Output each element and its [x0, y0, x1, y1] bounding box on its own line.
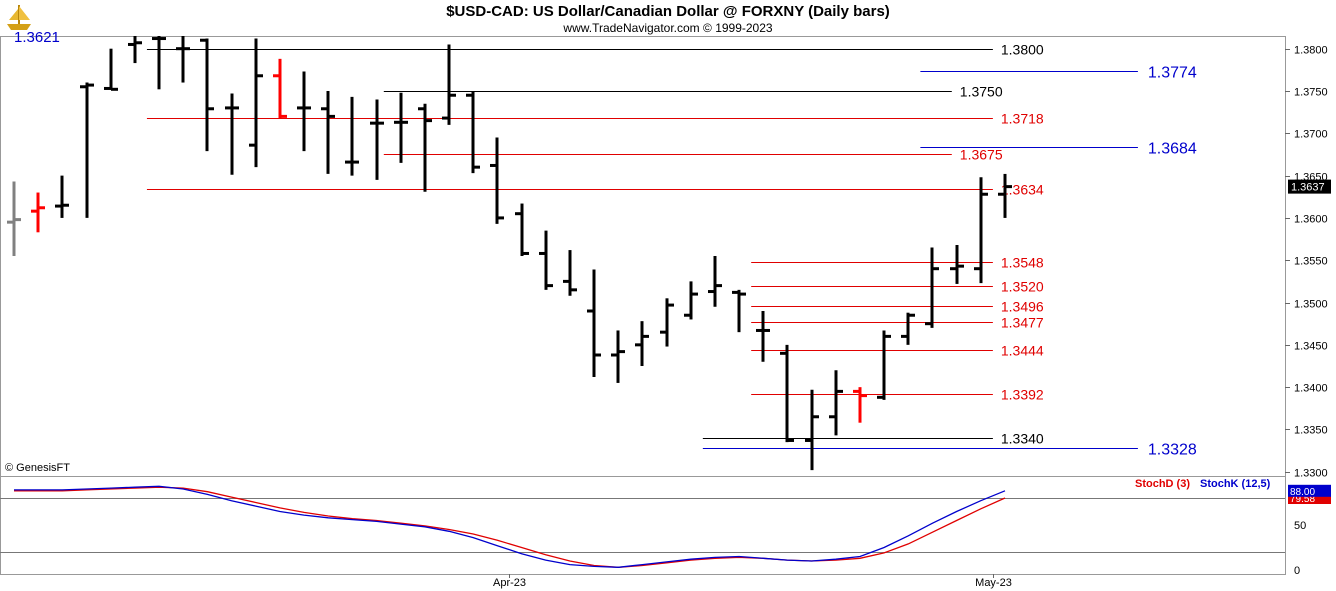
ohlc-bar-25 [611, 330, 625, 383]
ohlc-bar-13 [321, 91, 335, 174]
price-tick-label-9: 1.3350 [1294, 425, 1328, 437]
ohlc-bar-17 [418, 103, 432, 192]
ohlc-bar-12 [297, 71, 311, 152]
price-tick-label-2: 1.3700 [1294, 129, 1328, 141]
last-price-badge [1288, 179, 1331, 194]
ohlc-bar-14 [345, 96, 359, 176]
osc-legend-0: StochD (3) [1135, 478, 1190, 490]
price-tick-label-1: 1.3750 [1294, 87, 1328, 99]
price-tick-label-10: 1.3300 [1294, 468, 1328, 480]
osc-series-line-0 [14, 486, 1006, 568]
ohlc-bar-10 [249, 38, 263, 168]
ohlc-bar-38 [925, 247, 939, 328]
ohlc-bar-15 [370, 99, 384, 180]
ohlc-bar-30 [732, 289, 746, 333]
ohlc-bar-35 [853, 387, 867, 423]
level-label-6: 1.3634 [1001, 182, 1044, 198]
ohlc-bar-5 [128, 36, 142, 64]
chart-title: $USD-CAD: US Dollar/Canadian Dollar @ FO… [446, 3, 890, 20]
level-label-10: 1.3477 [1001, 315, 1044, 331]
ohlc-bar-21 [515, 203, 529, 256]
osc-series-line-1 [14, 485, 1006, 568]
ohlc-bar-33 [805, 389, 819, 471]
ohlc-bar-0 [7, 181, 21, 256]
corner-price-label: 1.3621 [14, 29, 60, 46]
level-label-0: 1.3800 [1001, 42, 1044, 58]
ohlc-bar-6 [152, 36, 166, 90]
ohlc-bar-3 [80, 82, 94, 218]
trade-navigator-ship-icon [7, 5, 31, 30]
level-label-11: 1.3444 [1001, 343, 1044, 359]
level-label-5: 1.3675 [960, 147, 1003, 163]
price-tick-label-4: 1.3600 [1294, 214, 1328, 226]
ohlc-bar-23 [563, 250, 577, 296]
ohlc-bar-16 [394, 92, 408, 163]
level-label-7: 1.3548 [1001, 255, 1044, 271]
ohlc-bar-41 [998, 173, 1012, 218]
ohlc-bar-22 [539, 230, 553, 290]
ohlc-bar-37 [901, 312, 915, 345]
ohlc-bar-32 [780, 344, 794, 443]
chart-subtitle: www.TradeNavigator.com © 1999-2023 [563, 21, 773, 35]
price-tick-label-5: 1.3550 [1294, 256, 1328, 268]
ohlc-bar-27 [660, 298, 674, 347]
ohlc-bar-34 [829, 370, 843, 436]
price-panel-border [0, 36, 1286, 477]
level-label-4: 1.3684 [1148, 141, 1197, 158]
ohlc-bar-8 [200, 38, 214, 152]
ohlc-bar-26 [635, 321, 649, 366]
level-label-13: 1.3340 [1001, 431, 1044, 447]
level-label-12: 1.3392 [1001, 387, 1044, 403]
ohlc-bar-11 [273, 58, 287, 119]
date-tick-label-0: Apr-23 [493, 577, 526, 589]
ohlc-bar-24 [587, 269, 601, 377]
price-tick-label-8: 1.3400 [1294, 383, 1328, 395]
osc-tick-label-1: 0 [1294, 565, 1300, 577]
last-price-label: 1.3637 [1291, 182, 1325, 194]
osc-last-label-1: 88.00 [1290, 487, 1315, 498]
ohlc-bar-39 [950, 245, 964, 284]
level-label-9: 1.3496 [1001, 299, 1044, 315]
level-label-1: 1.3774 [1148, 65, 1197, 82]
level-label-2: 1.3750 [960, 84, 1003, 100]
ohlc-bar-29 [708, 256, 722, 307]
price-tick-label-7: 1.3450 [1294, 341, 1328, 353]
oscillator-panel-border [0, 476, 1286, 575]
ohlc-bar-31 [756, 311, 770, 362]
price-tick-label-6: 1.3500 [1294, 299, 1328, 311]
ohlc-bar-20 [490, 137, 504, 224]
ohlc-bar-40 [974, 177, 988, 284]
chart-header: $USD-CAD: US Dollar/Canadian Dollar @ FO… [0, 0, 1336, 36]
ohlc-bar-7 [176, 36, 190, 83]
osc-last-badge-1 [1288, 484, 1331, 497]
ohlc-bar-1 [31, 192, 45, 233]
ohlc-bar-9 [225, 93, 239, 175]
level-label-14: 1.3328 [1148, 442, 1197, 459]
ohlc-bar-18 [442, 44, 456, 125]
data-credit: © GenesisFT [5, 462, 70, 474]
date-tick-label-1: May-23 [975, 577, 1012, 589]
ohlc-bar-19 [466, 91, 480, 174]
osc-tick-label-0: 50 [1294, 520, 1306, 532]
level-label-3: 1.3718 [1001, 111, 1044, 127]
price-tick-label-0: 1.3800 [1294, 45, 1328, 57]
ohlc-bar-4 [104, 48, 118, 91]
ohlc-bar-2 [55, 175, 69, 218]
ohlc-bar-36 [877, 330, 891, 400]
level-label-8: 1.3520 [1001, 279, 1044, 295]
osc-last-label-0: 79.58 [1290, 494, 1315, 505]
osc-legend-1: StochK (12,5) [1200, 478, 1271, 490]
ohlc-bar-28 [684, 281, 698, 320]
